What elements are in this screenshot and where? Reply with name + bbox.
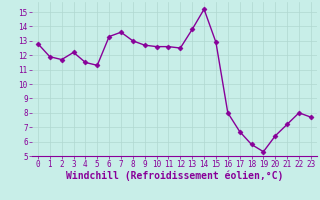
X-axis label: Windchill (Refroidissement éolien,°C): Windchill (Refroidissement éolien,°C) [66,171,283,181]
